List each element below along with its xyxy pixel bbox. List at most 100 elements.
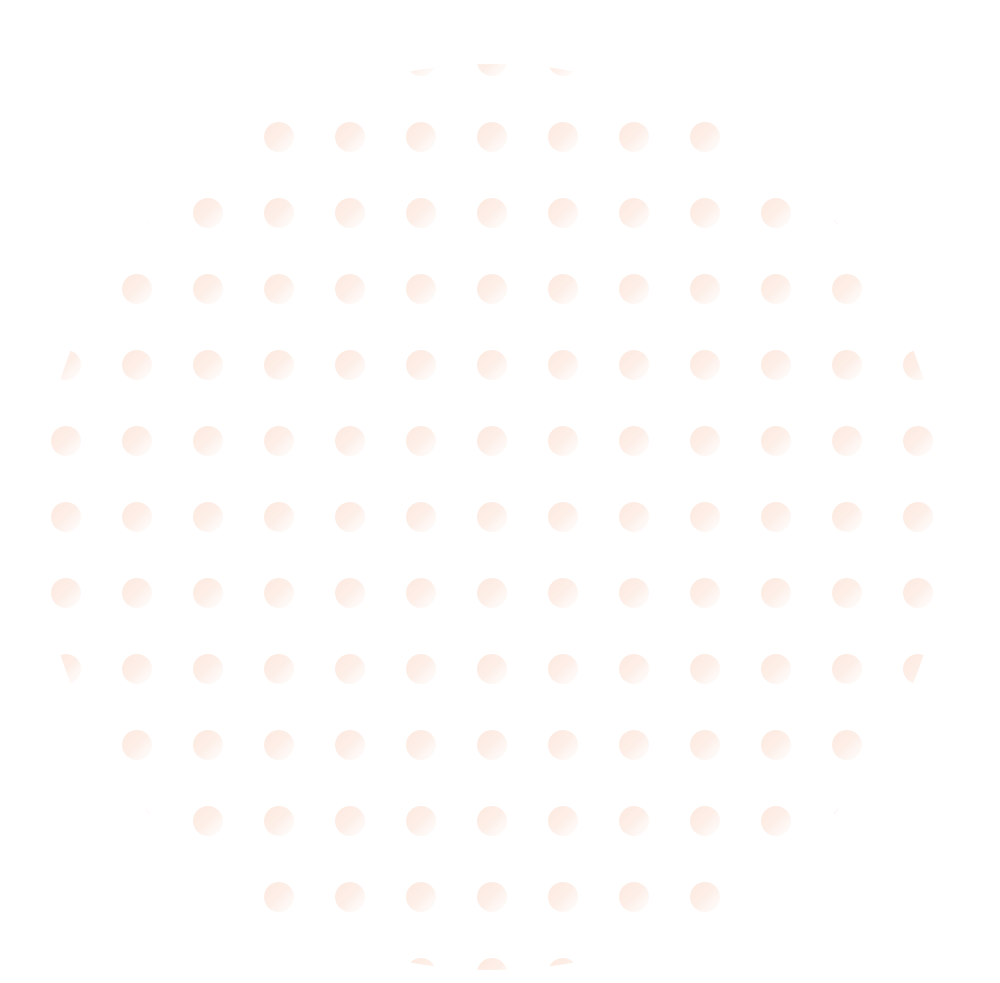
dot bbox=[903, 806, 933, 836]
dot bbox=[761, 350, 791, 380]
dot bbox=[51, 958, 81, 970]
dot bbox=[690, 578, 720, 608]
dot bbox=[832, 122, 862, 152]
dot bbox=[761, 274, 791, 304]
dot bbox=[335, 958, 365, 970]
dot bbox=[548, 274, 578, 304]
dot bbox=[335, 502, 365, 532]
dot bbox=[406, 64, 436, 76]
dot bbox=[548, 730, 578, 760]
dot bbox=[122, 122, 152, 152]
dot bbox=[903, 882, 933, 912]
dot bbox=[903, 730, 933, 760]
dot bbox=[903, 274, 933, 304]
dot bbox=[264, 64, 294, 76]
dot bbox=[122, 64, 152, 76]
dot bbox=[477, 806, 507, 836]
dot bbox=[761, 654, 791, 684]
dot bbox=[832, 274, 862, 304]
dot bbox=[122, 958, 152, 970]
dot bbox=[335, 64, 365, 76]
dot bbox=[619, 578, 649, 608]
dot bbox=[193, 882, 223, 912]
dot bbox=[761, 730, 791, 760]
dot bbox=[406, 502, 436, 532]
dot bbox=[264, 198, 294, 228]
dot bbox=[193, 806, 223, 836]
dot bbox=[51, 64, 81, 76]
dot bbox=[122, 730, 152, 760]
dot bbox=[903, 654, 933, 684]
dot bbox=[690, 122, 720, 152]
dot bbox=[193, 502, 223, 532]
dot bbox=[406, 274, 436, 304]
dot bbox=[477, 882, 507, 912]
dot bbox=[619, 64, 649, 76]
dot bbox=[619, 198, 649, 228]
dot bbox=[406, 730, 436, 760]
dot bbox=[619, 806, 649, 836]
dot bbox=[122, 502, 152, 532]
dot bbox=[477, 64, 507, 76]
dot bbox=[619, 958, 649, 970]
dot bbox=[264, 122, 294, 152]
dot bbox=[406, 578, 436, 608]
dot bbox=[193, 64, 223, 76]
dot bbox=[406, 426, 436, 456]
dot bbox=[51, 654, 81, 684]
dot bbox=[406, 882, 436, 912]
dot bbox=[193, 122, 223, 152]
dot bbox=[477, 198, 507, 228]
dot bbox=[761, 806, 791, 836]
dot bbox=[832, 578, 862, 608]
dot bbox=[903, 502, 933, 532]
dot bbox=[477, 122, 507, 152]
dot bbox=[832, 198, 862, 228]
dot bbox=[832, 64, 862, 76]
dot bbox=[264, 350, 294, 380]
dot bbox=[51, 198, 81, 228]
dot bbox=[51, 730, 81, 760]
dot bbox=[335, 198, 365, 228]
dot bbox=[903, 64, 933, 76]
dot bbox=[51, 350, 81, 380]
dot bbox=[548, 426, 578, 456]
dot bbox=[193, 274, 223, 304]
dot bbox=[832, 882, 862, 912]
dot bbox=[193, 426, 223, 456]
dot bbox=[406, 350, 436, 380]
dot bbox=[264, 654, 294, 684]
dot bbox=[51, 578, 81, 608]
dot bbox=[832, 806, 862, 836]
dot bbox=[335, 274, 365, 304]
dot bbox=[903, 198, 933, 228]
dot bbox=[761, 122, 791, 152]
dot bbox=[619, 122, 649, 152]
dot bbox=[477, 350, 507, 380]
dot bbox=[51, 426, 81, 456]
dot bbox=[619, 654, 649, 684]
dot bbox=[264, 578, 294, 608]
dot bbox=[51, 122, 81, 152]
dot bbox=[406, 806, 436, 836]
dot bbox=[122, 198, 152, 228]
dot bbox=[619, 426, 649, 456]
dot bbox=[51, 882, 81, 912]
dot bbox=[832, 350, 862, 380]
dot bbox=[264, 426, 294, 456]
dot bbox=[477, 654, 507, 684]
dot bbox=[548, 654, 578, 684]
dot bbox=[903, 578, 933, 608]
dot bbox=[619, 274, 649, 304]
dot bbox=[264, 274, 294, 304]
dot bbox=[690, 426, 720, 456]
dot bbox=[122, 654, 152, 684]
dot bbox=[548, 882, 578, 912]
dot bbox=[264, 882, 294, 912]
dot bbox=[548, 958, 578, 970]
dot bbox=[761, 958, 791, 970]
dot bbox=[193, 198, 223, 228]
dot bbox=[122, 578, 152, 608]
dot bbox=[548, 122, 578, 152]
